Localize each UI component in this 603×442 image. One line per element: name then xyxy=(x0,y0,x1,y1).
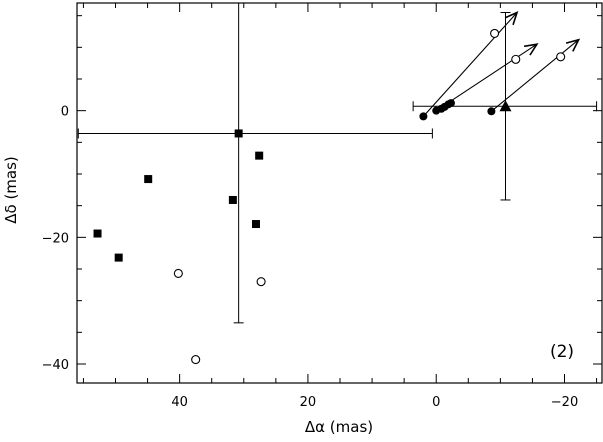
plot-frame-layer xyxy=(76,2,603,384)
y-axis-label: Δδ (mas) xyxy=(2,156,20,224)
open-circle-marker xyxy=(556,52,566,62)
x-tick-label: 40 xyxy=(171,395,188,410)
y-tick-label: −40 xyxy=(42,358,69,373)
motion-vector xyxy=(422,11,519,117)
open-circle-marker xyxy=(173,268,183,278)
open-circle-marker xyxy=(490,28,500,38)
square-marker xyxy=(234,129,243,138)
x-tick-label: 0 xyxy=(432,395,440,410)
filled-circle-marker xyxy=(487,107,496,116)
panel-annotation: (2) xyxy=(550,342,574,362)
y-tick-label: −20 xyxy=(42,231,69,246)
arrowhead xyxy=(504,11,519,26)
vector-line xyxy=(435,43,538,112)
plot-frame xyxy=(76,2,603,384)
motion-vectors-layer xyxy=(422,11,581,117)
square-marker xyxy=(255,151,264,160)
x-axis-label: Δα (mas) xyxy=(305,418,373,436)
text-layer: Δα (mas) Δδ (mas) (2) 40 20 0 −20 0 −20 −40 xyxy=(2,105,578,436)
motion-vector xyxy=(435,43,539,112)
triangle-marker xyxy=(499,100,512,112)
open-circle-marker xyxy=(256,277,266,287)
x-tick-label: 20 xyxy=(300,395,317,410)
square-marker xyxy=(114,253,123,262)
arrowhead xyxy=(565,38,581,52)
filled-circle-marker xyxy=(446,99,455,108)
square-marker xyxy=(144,175,153,184)
square-marker xyxy=(228,195,237,204)
error-bar xyxy=(77,3,433,324)
vector-line xyxy=(491,39,579,112)
open-circle-marker xyxy=(511,54,521,64)
motion-vector xyxy=(491,38,581,112)
x-tick-label: −20 xyxy=(551,395,578,410)
vector-line xyxy=(422,12,518,117)
error-bars-layer xyxy=(77,3,598,324)
data-points-layer xyxy=(93,28,566,365)
arrowhead xyxy=(523,43,539,56)
filled-circle-marker xyxy=(419,112,428,121)
y-tick-label: 0 xyxy=(61,105,69,120)
square-marker xyxy=(251,220,260,229)
square-marker xyxy=(93,229,102,238)
open-circle-marker xyxy=(191,355,201,365)
